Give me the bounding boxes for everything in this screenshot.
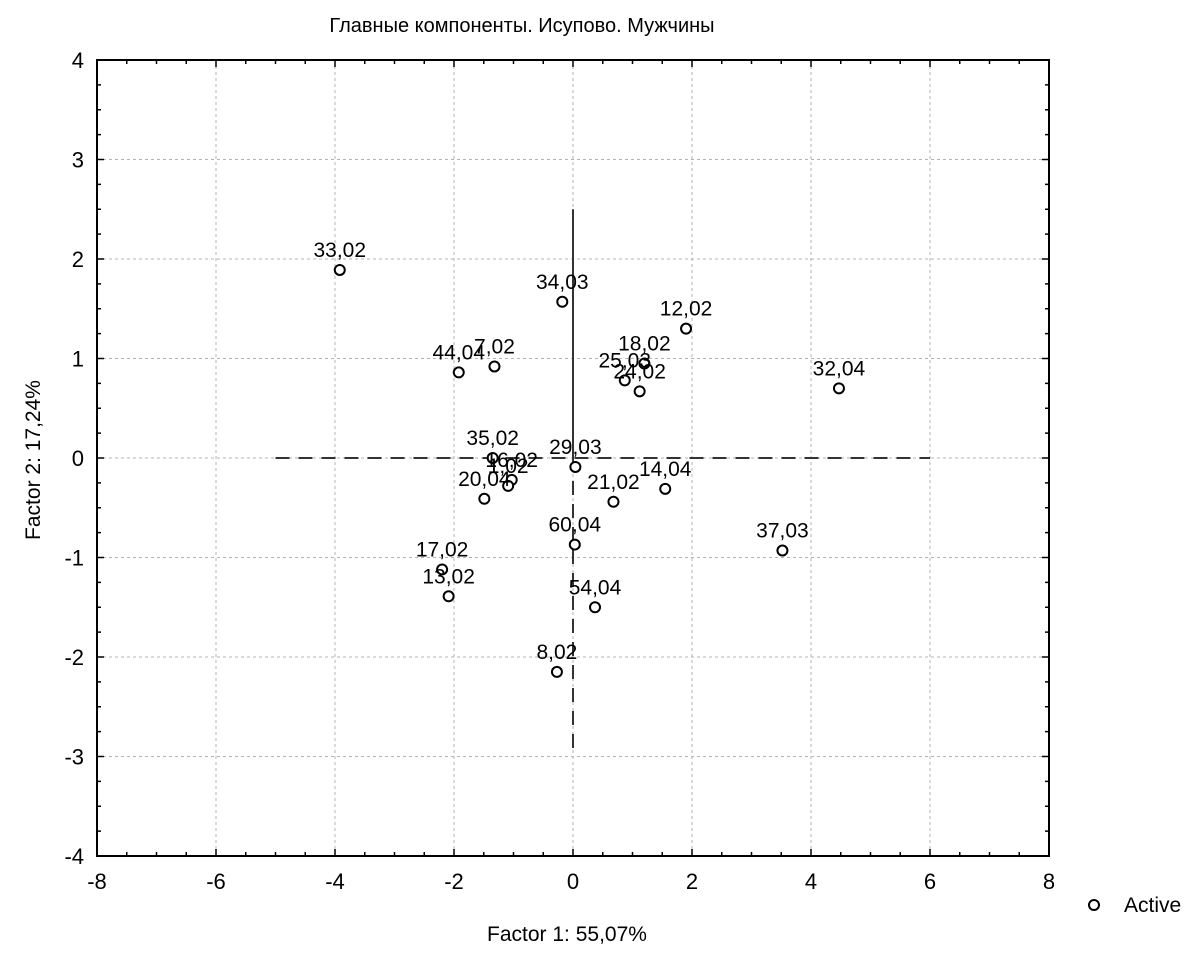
y-tick-label: -1 [64,546,84,571]
x-tick-label: 6 [924,869,936,894]
chart-title: Главные компоненты. Исупово. Мужчины [329,15,714,37]
point-label: 7,02 [474,335,515,358]
y-tick-label: 3 [72,148,84,173]
data-point [568,538,581,551]
point-label: 20,04 [458,468,511,491]
data-point [550,665,563,678]
point-label: 44,04 [432,341,485,364]
x-tick-label: -4 [325,869,345,894]
y-tick-label: 0 [72,446,84,471]
axis-ticks [96,59,1050,857]
data-point [478,492,491,505]
x-axis-title: Factor 1: 55,07% [487,923,647,946]
legend-marker-active [1088,899,1100,911]
data-point [452,366,465,379]
data-point [436,563,449,576]
x-tick-label: 2 [686,869,698,894]
x-tick-label: 8 [1043,869,1055,894]
data-point [633,385,646,398]
point-label: 8,02 [536,641,577,664]
data-point [638,357,651,370]
y-tick-label: -4 [64,844,84,869]
point-label: 37,03 [756,520,809,543]
data-point [618,374,631,387]
point-label: 35,02 [466,427,519,450]
y-tick-label: 2 [72,247,84,272]
point-label: 32,04 [813,357,866,380]
data-point [486,452,499,464]
point-label: 33,02 [313,239,366,262]
point-label: 13,02 [422,565,475,588]
point-label: 29,03 [549,436,602,459]
data-point [488,360,501,373]
y-axis-title: Factor 2: 17,24% [22,380,45,540]
point-label: 16,02 [485,449,538,472]
legend: Active [1088,894,1181,917]
point-label: 21,02 [587,471,640,494]
tick-labels: -8 -6 -4 -2 0 2 4 6 8 -4 -3 -2 -1 0 1 2 3 4 [64,48,1055,894]
data-point [776,544,789,557]
point-label: 24,02 [613,360,666,383]
point-label: 14,04 [639,458,692,481]
point-label: 1,02 [488,455,529,478]
point-label: 60,04 [549,514,602,537]
point-label: 17,02 [416,538,469,561]
data-point [333,263,346,276]
reference-lines [275,209,930,752]
x-tick-label: -8 [87,869,107,894]
data-point [659,482,672,495]
data-point [442,590,455,603]
data-point [556,295,569,308]
point-label: 25,03 [598,349,651,372]
y-tick-label: 4 [72,48,84,73]
data-point [502,479,515,492]
point-label: 12,02 [660,298,713,321]
point-label: 54,04 [569,576,622,599]
x-tick-label: -6 [206,869,226,894]
data-point [832,382,845,395]
y-tick-label: -3 [64,745,84,770]
x-tick-label: 4 [805,869,817,894]
point-label: 18,02 [618,332,671,355]
data-point [607,495,620,508]
y-tick-label: -2 [64,645,84,670]
data-point [680,322,693,335]
x-tick-label: 0 [567,869,579,894]
data-point [589,601,602,614]
point-label: 34,03 [536,271,589,294]
y-tick-label: 1 [72,347,84,372]
x-tick-label: -2 [444,869,464,894]
data-point [569,460,582,473]
legend-label-active: Active [1124,894,1181,917]
